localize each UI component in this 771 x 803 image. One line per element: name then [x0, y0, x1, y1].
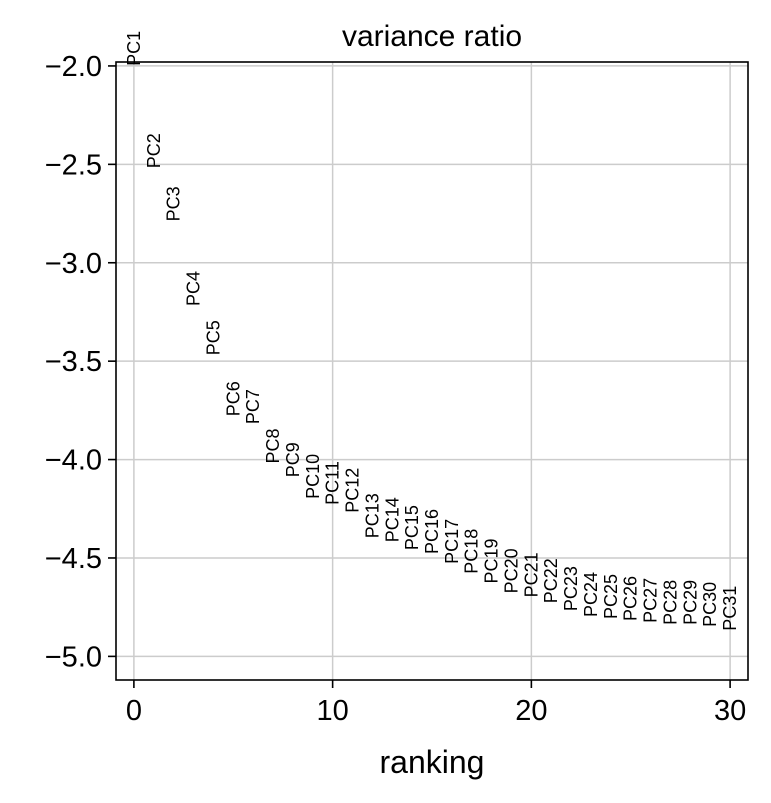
pc-label: PC23: [561, 566, 581, 611]
pc-label: PC5: [203, 320, 223, 355]
pc-label: PC14: [382, 497, 402, 542]
pc-label: PC19: [482, 539, 502, 584]
pc-label: PC7: [243, 389, 263, 424]
pc-label: PC3: [164, 186, 184, 221]
pc-label: PC18: [462, 529, 482, 574]
y-tick-label: −2.0: [45, 51, 102, 83]
x-tick-label: 0: [126, 695, 142, 727]
pc-label: PC30: [700, 582, 720, 627]
x-tick-label: 10: [316, 695, 348, 727]
pc-label: PC20: [501, 548, 521, 593]
x-axis-label: ranking: [380, 744, 485, 780]
pc-label: PC31: [720, 586, 740, 631]
plot-frame: [115, 61, 749, 681]
y-tick-label: −4.0: [45, 445, 102, 477]
chart-title: variance ratio: [342, 20, 522, 53]
pc-label: PC28: [660, 580, 680, 625]
y-tick-label: −4.5: [45, 543, 102, 575]
pc-label: PC13: [362, 493, 382, 538]
y-tick-label: −5.0: [45, 641, 102, 673]
pc-label: PC15: [402, 505, 422, 550]
pc-label: PC1: [124, 31, 144, 66]
x-tick-label: 20: [515, 695, 547, 727]
pc-label: PC11: [323, 461, 343, 505]
pc-label: PC22: [541, 558, 561, 603]
pc-label: PC29: [680, 580, 700, 625]
axis-ticks: 0 10 20 30 −2.0 −2.5 −3.0 −3.5 −4.0 −4.5 −5.0: [45, 51, 746, 727]
pc-label: PC21: [521, 552, 541, 597]
pc-label: PC4: [184, 271, 204, 306]
pc-label: PC6: [223, 381, 243, 416]
pc-label: PC2: [144, 133, 164, 168]
pc-label: PC10: [303, 454, 323, 499]
pc-label: PC16: [422, 509, 442, 554]
grid-lines: [116, 62, 748, 680]
pc-label: PC24: [581, 572, 601, 617]
pc-label: PC25: [601, 574, 621, 619]
pc-label: PC8: [263, 428, 283, 463]
x-tick-label: 30: [714, 695, 746, 727]
pc-label: PC17: [442, 519, 462, 564]
y-tick-label: −3.0: [45, 248, 102, 280]
pc-label: PC12: [343, 468, 363, 513]
pc-label: PC27: [641, 578, 661, 623]
y-tick-label: −3.5: [45, 346, 102, 378]
y-tick-label: −2.5: [45, 149, 102, 181]
pc-label: PC9: [283, 442, 303, 477]
pc-label: PC26: [621, 576, 641, 621]
